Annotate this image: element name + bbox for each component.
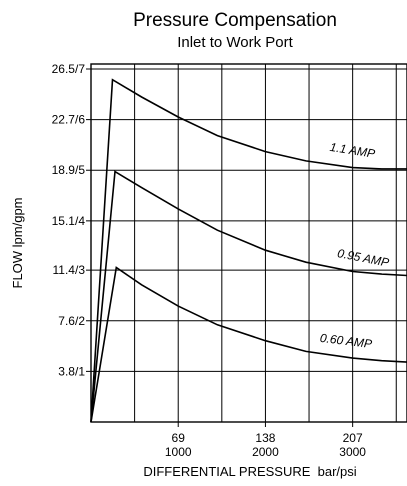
y-tick-label: 11.4/3 xyxy=(53,263,86,277)
y-tick-label: 7.6/2 xyxy=(58,314,85,328)
y-tick-labels: 3.8/1 7.6/2 11.4/3 15.1/4 18.9/5 22.7/6 26.5/7 xyxy=(52,62,86,378)
y-tick-label: 26.5/7 xyxy=(52,62,86,76)
x-tick-label-bar: 138 xyxy=(255,431,275,445)
chart-subtitle: Inlet to Work Port xyxy=(177,34,293,51)
series-line xyxy=(90,78,407,423)
y-tick-label: 15.1/4 xyxy=(52,214,86,228)
plot-frame xyxy=(90,63,407,423)
x-tick-label-psi: 2000 xyxy=(252,445,279,459)
x-tick-label-psi: 1000 xyxy=(165,445,192,459)
series-line xyxy=(90,170,407,423)
y-tick-label: 18.9/5 xyxy=(52,163,86,177)
series-label: 0.60 AMP xyxy=(319,331,373,351)
x-tick-label-bar: 207 xyxy=(343,431,363,445)
y-tick-label: 22.7/6 xyxy=(52,113,86,127)
series-lines xyxy=(90,78,407,423)
series-line xyxy=(90,266,407,423)
y-tick-label: 3.8/1 xyxy=(58,364,85,378)
x-tick-label-bar: 69 xyxy=(172,431,186,445)
y-axis-label: FLOW lpm/gpm xyxy=(10,197,25,288)
x-tick-label-psi: 3000 xyxy=(339,445,366,459)
chart-title: Pressure Compensation xyxy=(133,10,337,31)
series-label: 0.95 AMP xyxy=(336,246,390,270)
x-axis-label: DIFFERENTIAL PRESSURE bar/psi xyxy=(143,464,356,479)
grid xyxy=(86,64,407,427)
